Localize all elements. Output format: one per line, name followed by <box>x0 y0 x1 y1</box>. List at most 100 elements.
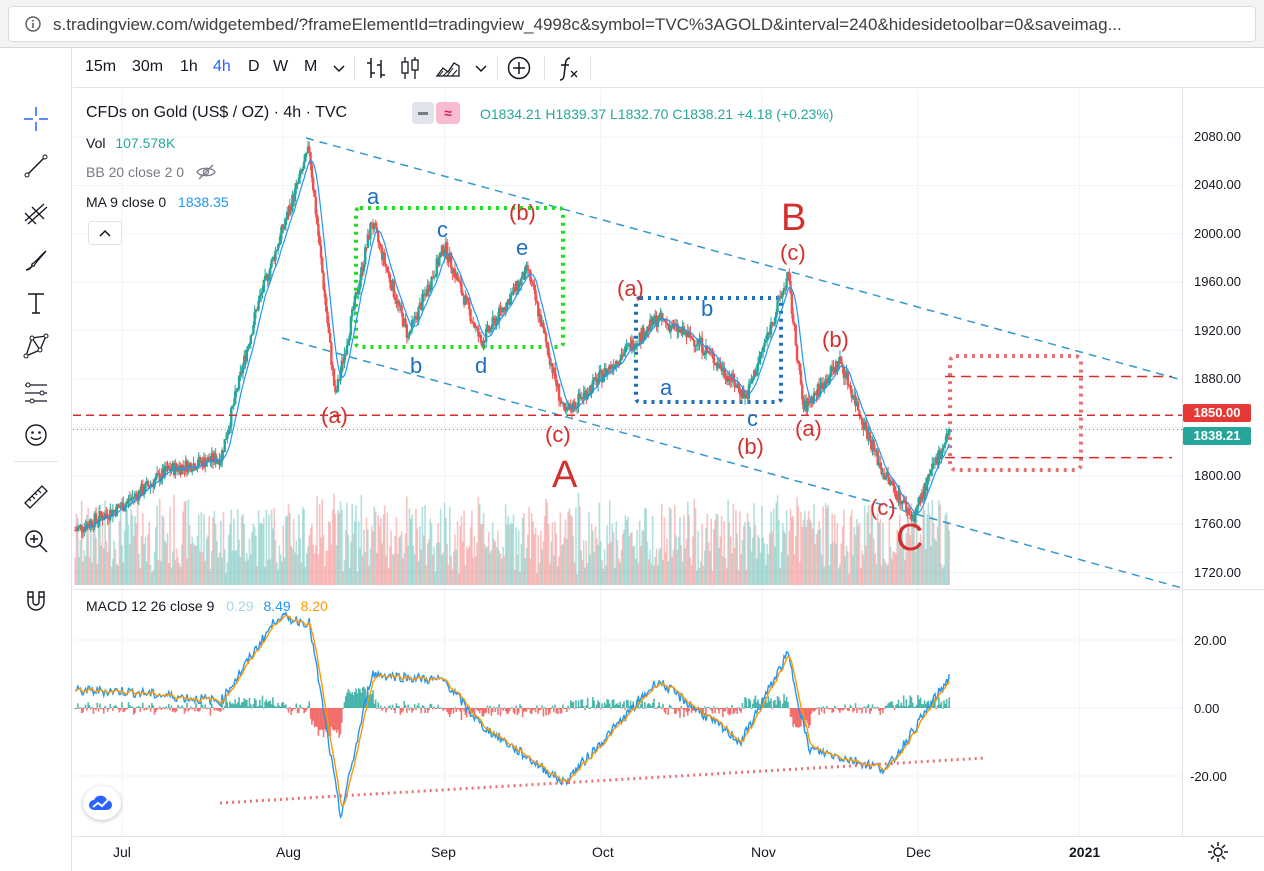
area-chart-icon[interactable] <box>434 54 462 82</box>
timeframe-30m[interactable]: 30m <box>132 58 164 75</box>
volume-bar <box>906 507 909 585</box>
candles-chart-icon[interactable] <box>396 54 424 82</box>
candle-body <box>135 493 138 495</box>
wave-label[interactable]: a <box>660 375 673 400</box>
candle-body <box>673 323 676 326</box>
candle-body <box>105 513 108 515</box>
measure-tool[interactable] <box>18 480 54 514</box>
macd-histogram-bar <box>571 702 573 708</box>
chevron-down-icon[interactable] <box>329 58 349 78</box>
text-tool[interactable] <box>18 286 54 320</box>
volume-bar <box>654 556 657 585</box>
collapse-legend-button[interactable] <box>88 221 122 245</box>
wave-label[interactable]: c <box>747 406 758 431</box>
volume-bar <box>383 505 386 585</box>
candle-body <box>674 323 678 326</box>
volume-bar <box>586 563 589 585</box>
tradingview-logo[interactable] <box>83 786 121 820</box>
wave-label[interactable]: (b) <box>737 434 764 459</box>
volume-bar <box>858 523 861 585</box>
wave-label[interactable]: b <box>701 296 714 321</box>
pattern-tool[interactable] <box>18 329 54 363</box>
timeframe-d[interactable]: D <box>248 58 260 75</box>
candle-body <box>370 223 373 225</box>
macd-histogram-bar <box>82 708 84 713</box>
compare-button[interactable]: ≈ <box>436 102 460 124</box>
macd-histogram-bar <box>227 707 230 709</box>
volume-bar <box>274 540 277 585</box>
wave-label[interactable]: d <box>475 353 488 378</box>
candle-body <box>439 252 442 258</box>
wave-label[interactable]: A <box>552 454 578 496</box>
macd-histogram-bar <box>125 708 127 710</box>
macd-histogram-bar <box>155 708 157 713</box>
volume-bar <box>932 522 935 585</box>
wave-label[interactable]: (a) <box>617 276 644 301</box>
url-field[interactable]: s.tradingview.com/widgetembed/?frameElem… <box>8 6 1256 42</box>
volume-bar <box>201 552 204 585</box>
pane-divider[interactable] <box>73 589 1264 590</box>
candle-body <box>328 333 332 343</box>
volume-legend[interactable]: Vol 107.578K <box>86 135 175 151</box>
wave-label[interactable]: (b) <box>822 327 849 352</box>
wave-label[interactable]: e <box>516 235 529 260</box>
symbol-title[interactable]: CFDs on Gold (US$ / OZ) · 4h · TVC <box>86 104 348 121</box>
timeframe-1h[interactable]: 1h <box>180 58 198 75</box>
volume-bar <box>122 562 125 585</box>
bars-chart-icon[interactable] <box>362 54 390 82</box>
macd-histogram-bar <box>680 706 683 708</box>
macd-histogram-bar <box>654 708 657 709</box>
macd-legend[interactable]: MACD 12 26 close 9 0.29 8.49 8.20 <box>86 598 328 614</box>
bb-legend[interactable]: BB 20 close 2 0 <box>86 164 216 180</box>
brush-tool[interactable] <box>18 243 54 277</box>
candle-body <box>531 282 535 286</box>
add-indicator-icon[interactable] <box>505 54 533 82</box>
wave-label[interactable]: (a) <box>321 403 348 428</box>
wave-label[interactable]: c <box>437 217 448 242</box>
wave-label[interactable]: (b) <box>509 200 536 225</box>
wave-label[interactable]: (c) <box>780 240 806 265</box>
volume-bar <box>524 558 527 585</box>
trend-line-tool[interactable] <box>18 149 54 183</box>
icon-tool[interactable] <box>18 418 54 452</box>
hide-button[interactable] <box>412 102 434 124</box>
wave-label[interactable]: (c) <box>545 422 571 447</box>
wave-label[interactable]: C <box>896 517 924 559</box>
function-icon[interactable] <box>554 54 582 82</box>
price-tick: 1800.00 <box>1194 468 1241 483</box>
timeframe-m[interactable]: M <box>304 58 318 75</box>
wave-label[interactable]: b <box>410 353 423 378</box>
wave-label[interactable]: a <box>367 184 380 209</box>
zoom-tool[interactable] <box>18 524 54 558</box>
candle-body <box>521 271 524 279</box>
fib-tool[interactable] <box>18 196 54 230</box>
eye-hidden-icon[interactable] <box>196 164 216 180</box>
macd-histogram-bar <box>791 708 793 717</box>
chevron-down-icon[interactable] <box>471 58 491 78</box>
candle-body <box>538 314 541 317</box>
candle-body <box>867 432 870 440</box>
candle-body <box>256 309 259 311</box>
volume-bar <box>312 544 314 585</box>
timeframe-4h[interactable]: 4h <box>213 58 231 75</box>
macd-histogram-bar <box>607 699 610 708</box>
macd-histogram-bar <box>853 708 856 711</box>
candle-body <box>353 295 357 309</box>
macd-pane <box>74 611 986 820</box>
timeframe-15m[interactable]: 15m <box>85 58 117 75</box>
volume-bar <box>732 504 735 585</box>
info-icon[interactable] <box>25 16 41 32</box>
timeframe-w[interactable]: W <box>273 58 289 75</box>
wave-label[interactable]: B <box>781 197 807 239</box>
macd-histogram-bar <box>779 700 781 708</box>
ma-legend[interactable]: MA 9 close 0 1838.35 <box>86 194 229 210</box>
wave-label[interactable]: (c) <box>870 495 896 520</box>
settings-gear-icon[interactable] <box>1206 840 1230 864</box>
wave-label[interactable]: (a) <box>795 416 822 441</box>
magnet-tool[interactable] <box>18 585 54 619</box>
prediction-tool[interactable] <box>18 376 54 410</box>
macd-histogram-bar <box>249 704 252 708</box>
crosshair-tool[interactable] <box>18 102 54 136</box>
volume-bar <box>610 542 612 585</box>
